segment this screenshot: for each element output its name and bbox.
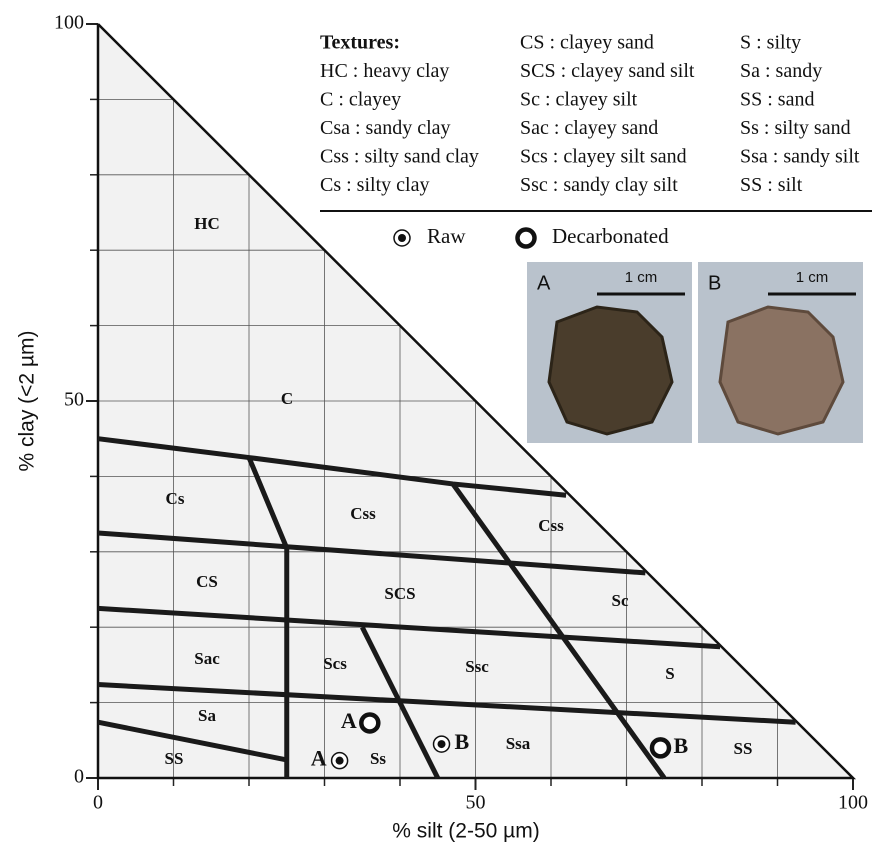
legend-entry: Ss : silty sand <box>740 117 851 139</box>
legend-entry: CS : clayey sand <box>520 32 654 54</box>
legend-entry: Sac : clayey sand <box>520 117 658 139</box>
texture-boundary <box>97 605 721 650</box>
region-label: Ssa <box>506 734 531 753</box>
point-label: B <box>673 733 688 758</box>
legend-entry: SS : sand <box>740 89 814 111</box>
x-tick-label: 50 <box>466 792 486 814</box>
texture-boundary <box>97 682 796 725</box>
texture-boundary <box>97 719 288 763</box>
region-label: SCS <box>384 584 415 603</box>
x-axis-label: % silt (2-50 µm) <box>392 820 539 843</box>
texture-boundary <box>360 626 440 780</box>
region-label: Scs <box>323 654 347 673</box>
region-label: HC <box>194 214 220 233</box>
data-point <box>330 751 349 770</box>
marker-dot <box>437 740 446 749</box>
region-label: Css <box>538 516 564 535</box>
legend-entry: Cs : silty clay <box>320 174 429 196</box>
y-axis-label: % clay (<2 µm) <box>16 330 39 471</box>
legend-entry: Scs : clayey silt sand <box>520 146 687 168</box>
y-tick-label: 50 <box>64 389 84 411</box>
sample-photo: B 1 cm <box>698 262 863 443</box>
texture-boundary <box>97 530 646 576</box>
marker-dot <box>335 756 344 765</box>
sample-clod <box>547 305 674 436</box>
legend-entry: S : silty <box>740 32 801 54</box>
region-label: Sac <box>194 649 220 668</box>
data-point <box>393 229 411 247</box>
data-point <box>359 712 381 734</box>
region-label: Sc <box>612 591 629 610</box>
legend-entry: HC : heavy clay <box>320 60 449 82</box>
texture-boundary <box>246 456 290 778</box>
scale-label: 1 cm <box>796 269 829 286</box>
sample-photo: A 1 cm <box>527 262 692 443</box>
legend-title: Textures: <box>320 32 400 54</box>
y-tick-label: 100 <box>54 12 84 34</box>
legend-entry: Sa : sandy <box>740 60 822 82</box>
sample-clod <box>718 305 845 436</box>
legend-entry: SCS : clayey sand silt <box>520 60 695 82</box>
data-point <box>515 227 537 249</box>
scale-label: 1 cm <box>625 269 658 286</box>
x-tick-label: 100 <box>838 792 868 814</box>
region-label: Ss <box>370 749 386 768</box>
texture-boundary <box>97 436 567 498</box>
legend-entry: C : clayey <box>320 89 401 111</box>
point-label: A <box>341 708 357 733</box>
region-label: Css <box>350 504 376 523</box>
point-label: A <box>311 746 327 771</box>
region-label: Sa <box>198 706 216 725</box>
legend-entry: Ssa : sandy silt <box>740 146 860 168</box>
point-label: B <box>455 729 470 754</box>
x-tick-label: 0 <box>93 792 103 814</box>
region-label: CS <box>196 572 218 591</box>
region-label: Ssc <box>465 657 489 676</box>
region-label: Cs <box>166 489 185 508</box>
axis-line <box>96 23 857 780</box>
marker-dot <box>398 234 406 242</box>
legend-entry: Ssc : sandy clay silt <box>520 174 678 196</box>
texture-boundary <box>450 482 667 780</box>
legend-entry: SS : silt <box>740 174 803 196</box>
data-point <box>649 737 672 759</box>
region-label: SS <box>165 749 184 768</box>
photo-label: B <box>708 272 721 294</box>
legend-label: Raw <box>427 224 466 248</box>
y-tick-label: 0 <box>74 766 84 788</box>
region-label: S <box>665 664 674 683</box>
data-point <box>432 735 451 753</box>
legend-label: Decarbonated <box>552 224 669 248</box>
legend-entry: Sc : clayey silt <box>520 89 638 111</box>
photo-label: A <box>537 272 551 294</box>
legend-entry: Csa : sandy clay <box>320 117 451 139</box>
legend-entry: Css : silty sand clay <box>320 146 479 168</box>
region-label: SS <box>734 739 753 758</box>
region-label: C <box>281 389 293 408</box>
